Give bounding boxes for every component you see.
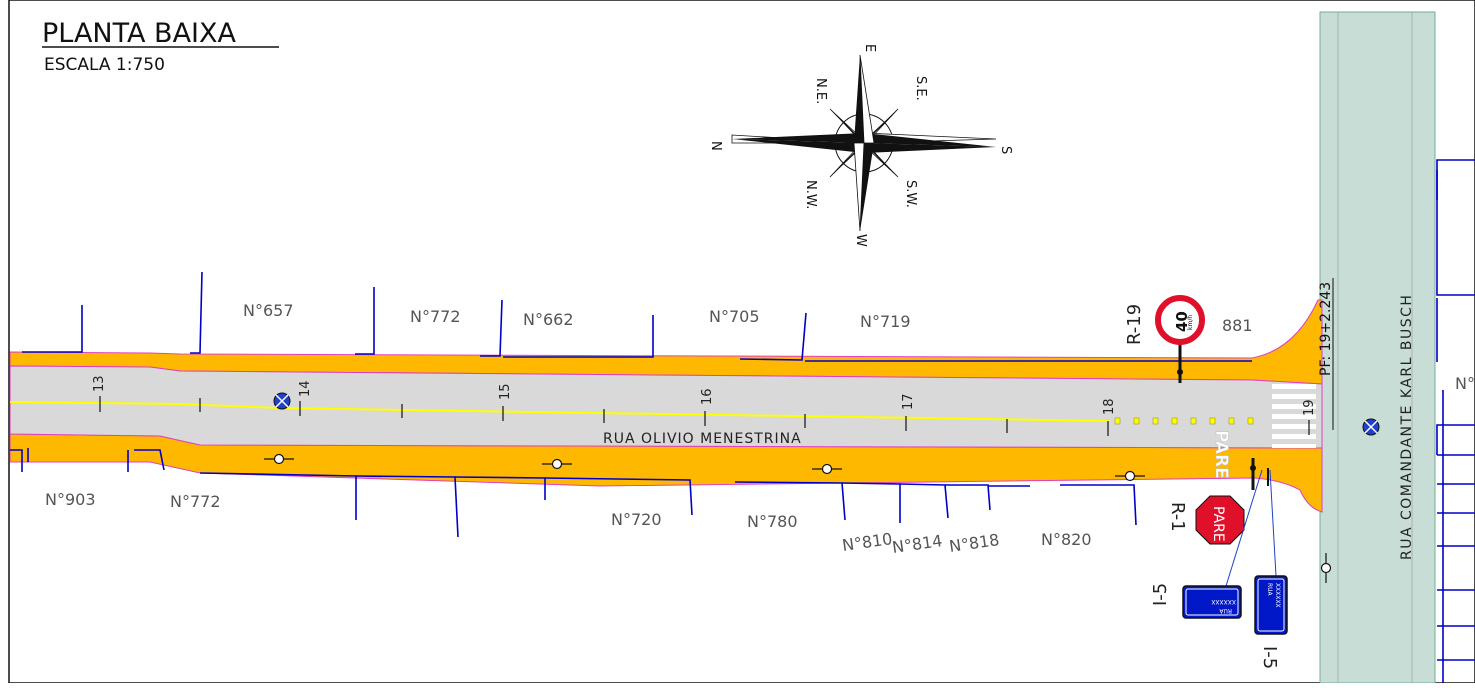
compass-southeast: S.E. xyxy=(913,76,928,101)
north-lot-lines xyxy=(22,271,1252,362)
station-label: 18 xyxy=(1102,398,1117,415)
station-label: 15 xyxy=(498,383,513,400)
compass-east: E xyxy=(862,44,877,52)
lot-number: N°719 xyxy=(860,312,911,331)
utility-marker-icon xyxy=(1362,418,1380,436)
name-sign-line2: XXXXXX xyxy=(1274,583,1281,608)
name-sign-leader xyxy=(1225,469,1263,587)
station-label: 19 xyxy=(1302,399,1317,416)
stop-sign-code: R-1 xyxy=(1167,502,1188,532)
cross-street xyxy=(1319,11,1436,684)
street-lamp-icons xyxy=(264,453,1332,583)
name-sign-line1: RUA xyxy=(1218,607,1232,614)
lot-number: N°780 xyxy=(747,512,798,531)
name-sign-line2: XXXXXX xyxy=(1211,598,1236,605)
road-marking-pare: PARE xyxy=(1211,430,1231,479)
station-label: 13 xyxy=(92,375,107,392)
street-name-sign-icon: RUA XXXXXX xyxy=(1254,575,1288,635)
stop-sign-base xyxy=(1250,465,1256,471)
compass-south: S xyxy=(998,146,1013,154)
main-street-name: RUA OLIVIO MENESTRINA xyxy=(603,431,802,447)
station-ticks xyxy=(99,396,1310,436)
compass-west: W xyxy=(853,234,868,247)
south-lot-lines xyxy=(10,448,1137,538)
centerline-dashes xyxy=(1114,417,1254,425)
speed-limit-value: 40 xyxy=(1173,311,1191,332)
utility-marker-icon xyxy=(273,392,291,410)
station-label: 17 xyxy=(901,393,916,410)
station-label: 16 xyxy=(700,388,715,405)
speed-sign-code: R-19 xyxy=(1124,304,1145,345)
lot-number: N°662 xyxy=(523,310,574,329)
lot-number: N°820 xyxy=(1041,530,1092,549)
lot-number: N°772 xyxy=(170,492,221,511)
speed-limit-sign-icon: 40 km/h xyxy=(1155,295,1205,345)
speed-limit-unit: km/h xyxy=(1187,315,1194,330)
lot-number: N°772 xyxy=(410,307,461,326)
speed-sign-base xyxy=(1177,369,1183,375)
road-centerline xyxy=(9,401,1111,422)
name-sign-leader xyxy=(1269,469,1277,577)
compass-southwest: S.W. xyxy=(903,180,918,208)
name-sign-code-b: I-5 xyxy=(1259,646,1280,669)
crosswalk xyxy=(1272,384,1316,448)
stop-sign-icon: PARE xyxy=(1195,495,1245,545)
name-sign-code-a: I-5 xyxy=(1150,583,1171,606)
lot-number: N°720 xyxy=(611,510,662,529)
roadway xyxy=(9,365,1323,449)
cross-street-name: RUA COMANDANTE KARL BUSCH xyxy=(1399,294,1415,560)
drawing-title: PLANTA BAIXA xyxy=(42,18,237,49)
name-sign-line1: RUA xyxy=(1266,583,1273,597)
pf-label: PF: 19+2.243 xyxy=(1318,282,1334,376)
stop-sign-text: PARE xyxy=(1210,506,1226,542)
east-lot-lines xyxy=(1436,159,1475,683)
lot-number: N°657 xyxy=(243,301,294,320)
drawing-scale: ESCALA 1:750 xyxy=(44,55,165,75)
lot-number: N° xyxy=(1455,374,1475,393)
lot-number: 881 xyxy=(1222,316,1253,335)
compass-rose-icon xyxy=(731,54,997,232)
compass-northeast: N.E. xyxy=(813,78,828,104)
lot-number: N°903 xyxy=(45,490,96,509)
station-label: 14 xyxy=(298,380,313,397)
drawing-frame xyxy=(8,0,1475,684)
compass-north: N xyxy=(708,141,723,151)
lot-number: N°705 xyxy=(709,307,760,326)
south-sidewalk xyxy=(9,433,1323,513)
compass-northwest: N.W. xyxy=(803,180,818,209)
street-name-sign-icon: RUA XXXXXX xyxy=(1182,585,1242,619)
